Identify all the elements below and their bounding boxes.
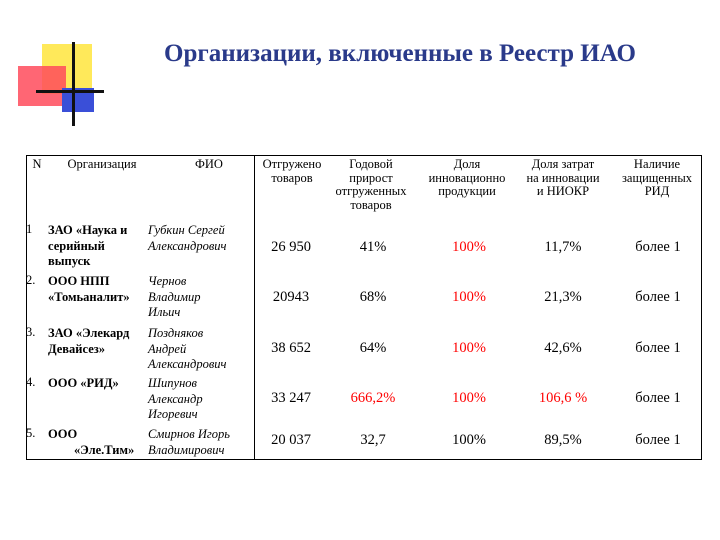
rid-value: более 1 [635,289,681,305]
share-value: 100% [452,289,486,305]
table-border-bottom [26,459,702,460]
org-name: ЗАО «Элекард Девайсез» [48,326,130,356]
rid-value: более 1 [635,239,681,255]
rid-value: более 1 [635,432,681,448]
org-name: ООО «РИД» [48,376,119,390]
fio-name: Смирнов Игорь Владимирович [148,427,230,457]
rid-value: более 1 [635,340,681,356]
fio-name: Чернов Владимир Ильич [148,274,201,319]
fio-name: Шипунов Александр Игоревич [148,376,203,421]
header-shipped: Отгружено товаров [262,157,322,185]
shipped-value: 26 950 [271,239,311,255]
shipped-value: 38 652 [271,340,311,356]
growth-value: 32,7 [360,432,386,448]
row-number: 2. [26,273,36,287]
shipped-value: 20 037 [271,432,311,448]
header-growth: Годовой прирост отгруженных товаров [335,157,407,212]
fio-name: Поздняков Андрей Александрович [148,326,227,371]
header-org: Организация [67,157,137,171]
share-value: 100% [452,239,486,255]
org-name: ООО НПП «Томьаналит» [48,274,130,304]
growth-value: 64% [359,340,387,356]
header-rid: Наличие защищенных РИД [621,157,692,199]
decor-red-square [18,66,66,106]
org-name: ООО «Эле.Тим» [48,427,135,457]
row-number: 1 [26,222,33,236]
growth-value: 41% [359,239,387,255]
growth-value: 666,2% [350,390,396,406]
fio-name: Губкин Сергей Александрович [148,223,227,253]
decor-horizontal-line [36,90,104,93]
costs-value: 42,6% [544,340,582,356]
costs-value: 11,7% [544,239,582,255]
org-name: ЗАО «Наука и серийный выпуск [48,223,128,268]
table-divider [254,155,255,460]
costs-value: 106,6 % [538,390,588,406]
table-border-left [26,155,27,460]
row-number: 3. [26,325,36,339]
header-costs: Доля затрат на инновации и НИОКР [526,157,600,199]
growth-value: 68% [359,289,387,305]
costs-value: 21,3% [544,289,582,305]
header-fio: ФИО [195,157,223,171]
header-share: Доля инновационно продукции [428,157,506,199]
row-number: 4. [26,375,36,389]
share-value: 100% [452,390,486,406]
share-value: 100% [452,340,486,356]
shipped-value: 33 247 [271,390,311,406]
table-border-top [26,155,702,156]
shipped-value: 20943 [272,289,310,305]
row-number: 5. [26,426,36,440]
slide-title: Организации, включенные в Реестр ИАО [164,40,636,67]
registry-table: N Организация ФИО Отгружено товаров Годов… [26,155,702,460]
share-value: 100% [452,432,486,448]
header-num: N [32,157,42,171]
rid-value: более 1 [635,390,681,406]
decor-vertical-line [72,42,75,126]
table-border-right [701,155,702,460]
costs-value: 89,5% [544,432,582,448]
